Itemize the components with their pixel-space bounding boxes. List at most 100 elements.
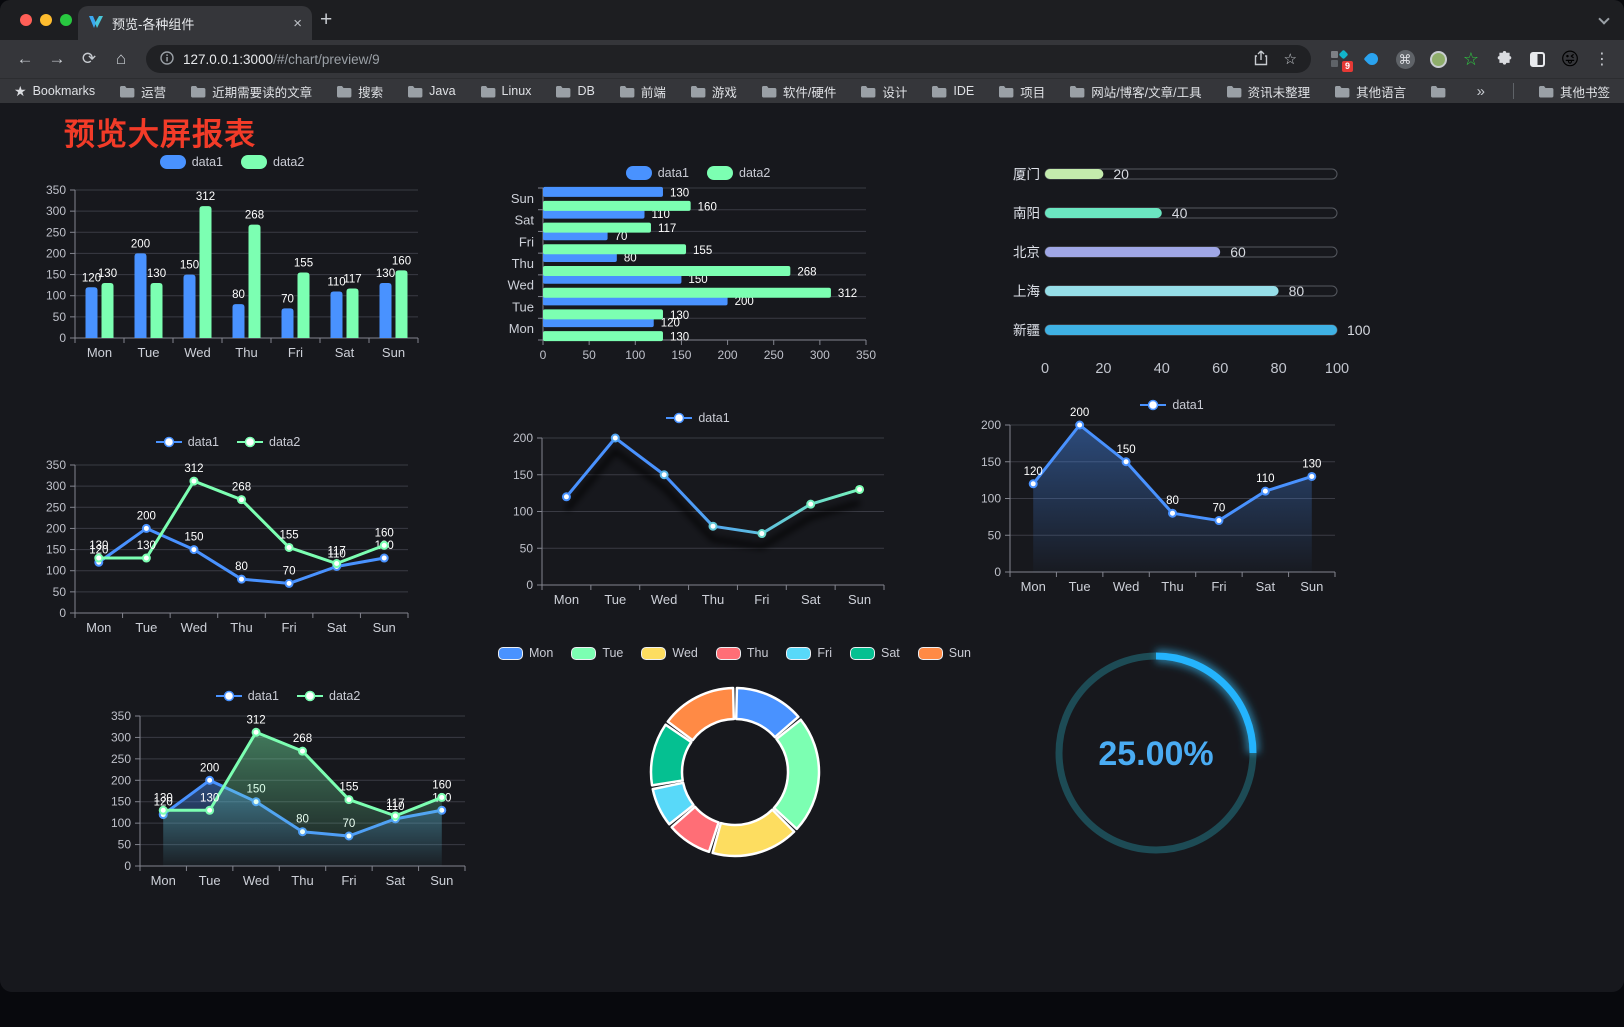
svg-text:350: 350 <box>856 348 876 362</box>
svg-text:Tue: Tue <box>135 620 157 635</box>
svg-text:Wed: Wed <box>651 592 678 607</box>
legend-item[interactable]: data1 <box>666 411 730 425</box>
grouped-bar-chart: data1 data2 0 50 100 150 200 250 300 350 Mon Tue Wed… <box>32 145 432 385</box>
bookmark-folder[interactable]: 近期需要读的文章 <box>190 82 312 101</box>
svg-text:312: 312 <box>838 288 857 300</box>
address-bar[interactable]: 127.0.0.1:3000/#/chart/preview/9 ☆ <box>146 45 1311 73</box>
svg-text:Fri: Fri <box>754 592 769 607</box>
legend-item[interactable]: data1 <box>159 155 223 169</box>
svg-text:100: 100 <box>46 289 66 303</box>
extensions-area: 9 ⌘ ☆ 😜 <box>1321 48 1588 72</box>
svg-text:Tue: Tue <box>512 299 534 314</box>
bookmark-folder[interactable]: Linux <box>480 82 531 101</box>
legend-item[interactable]: data2 <box>297 689 360 703</box>
close-window-button[interactable] <box>20 14 32 26</box>
legend-item[interactable]: Sat <box>850 646 900 660</box>
svg-text:117: 117 <box>327 546 345 558</box>
bookmark-folder[interactable]: 其他语言 <box>1334 82 1406 101</box>
bookmarks-overflow-chevron[interactable]: » <box>1476 82 1485 100</box>
command-extension-icon[interactable]: ⌘ <box>1395 49 1415 69</box>
window-controls <box>20 14 72 26</box>
profile-avatar-emoji[interactable]: 😜 <box>1560 48 1580 69</box>
svg-text:120: 120 <box>154 797 173 809</box>
legend-item[interactable]: data1 <box>215 689 279 703</box>
svg-text:100: 100 <box>1325 361 1349 377</box>
legend-item[interactable]: Wed <box>641 646 698 660</box>
zoom-window-button[interactable] <box>60 14 72 26</box>
tab-search-chevron-icon[interactable] <box>1598 13 1610 25</box>
svg-text:Wed: Wed <box>184 345 211 360</box>
svg-text:70: 70 <box>283 565 296 577</box>
bookmark-folder[interactable]: 软件/硬件 <box>761 82 836 101</box>
site-info-icon[interactable] <box>160 50 174 68</box>
home-button[interactable]: ⌂ <box>115 49 127 68</box>
other-bookmarks-folder[interactable]: 其他书签 <box>1538 82 1610 101</box>
svg-text:50: 50 <box>520 541 534 555</box>
legend-item[interactable]: data2 <box>707 166 770 180</box>
svg-text:300: 300 <box>111 730 131 744</box>
svg-text:Sun: Sun <box>373 620 396 635</box>
minimize-window-button[interactable] <box>40 14 52 26</box>
svg-text:200: 200 <box>513 431 533 445</box>
svg-text:250: 250 <box>111 752 131 766</box>
svg-text:Thu: Thu <box>1161 579 1183 594</box>
tab-close-icon[interactable]: × <box>293 14 302 32</box>
legend-item[interactable]: data1 <box>155 435 219 449</box>
new-tab-button[interactable]: + <box>320 8 333 31</box>
legend-item[interactable]: data1 <box>1140 398 1204 412</box>
green-dot-extension-icon[interactable] <box>1428 49 1448 69</box>
back-button[interactable]: ← <box>16 49 34 68</box>
bookmark-folder[interactable]: 项目 <box>998 82 1045 101</box>
extensions-puzzle-icon[interactable] <box>1494 49 1514 69</box>
legend-item[interactable]: Mon <box>497 646 553 660</box>
svg-text:268: 268 <box>245 210 264 222</box>
svg-text:50: 50 <box>53 585 67 599</box>
dark-reader-extension-icon[interactable] <box>1527 49 1547 69</box>
legend-item[interactable]: Thu <box>715 646 768 660</box>
blocker-extension-icon[interactable]: 9 <box>1329 49 1353 72</box>
reload-button[interactable]: ⟳ <box>81 49 97 68</box>
bookmark-star-icon[interactable]: ☆ <box>1283 51 1297 68</box>
bookmark-folder[interactable]: Java <box>407 82 456 101</box>
forward-button[interactable]: → <box>48 49 66 68</box>
bookmark-folder[interactable]: 设计 <box>860 82 907 101</box>
svg-text:Sun: Sun <box>430 873 453 888</box>
bookmark-folder[interactable]: 网站/博客/文章/工具 <box>1069 82 1202 101</box>
browser-menu-icon[interactable]: ⋮ <box>1594 51 1610 68</box>
kite-extension-icon[interactable] <box>1362 49 1382 69</box>
svg-text:100: 100 <box>46 564 66 578</box>
legend-item[interactable]: data2 <box>241 155 304 169</box>
svg-text:155: 155 <box>693 245 712 257</box>
legend-item[interactable]: Sun <box>917 646 971 660</box>
bookmark-folder[interactable]: 游戏 <box>690 82 737 101</box>
bookmark-folder[interactable]: 搜索 <box>336 82 383 101</box>
browser-tab[interactable]: 预览-各种组件 × <box>78 6 312 40</box>
svg-text:40: 40 <box>1172 205 1188 221</box>
svg-text:200: 200 <box>200 762 219 774</box>
bookmark-folder[interactable]: DB <box>555 82 595 101</box>
svg-text:Tue: Tue <box>1069 579 1091 594</box>
svg-text:160: 160 <box>392 255 411 267</box>
share-icon[interactable] <box>1254 50 1268 69</box>
green-star-extension-icon[interactable]: ☆ <box>1462 49 1480 69</box>
bookmark-folder[interactable]: IDE <box>931 82 974 101</box>
legend-item[interactable]: data1 <box>625 166 689 180</box>
bookmark-folder[interactable]: 前端 <box>619 82 666 101</box>
bookmark-folder[interactable]: PHP <box>1430 82 1448 101</box>
bookmark-folder[interactable]: 运营 <box>119 82 166 101</box>
svg-text:Sat: Sat <box>514 213 534 228</box>
legend-item[interactable]: Tue <box>571 646 623 660</box>
legend-item[interactable]: Fri <box>786 646 832 660</box>
svg-text:Wed: Wed <box>508 278 535 293</box>
svg-text:Fri: Fri <box>519 234 534 249</box>
svg-text:Thu: Thu <box>702 592 724 607</box>
svg-text:155: 155 <box>279 529 298 541</box>
content-area: 预览大屏报表 data1 data2 0 50 100 150 200 250 300 350 Mo… <box>0 103 1624 992</box>
legend-item[interactable]: data2 <box>237 435 300 449</box>
extension-badge: 9 <box>1341 61 1353 72</box>
svg-text:150: 150 <box>513 468 533 482</box>
bookmarks-root-item[interactable]: ★ Bookmarks <box>14 82 96 99</box>
svg-text:312: 312 <box>184 463 203 475</box>
bookmark-folder[interactable]: 资讯未整理 <box>1226 82 1310 101</box>
svg-text:120: 120 <box>661 318 680 330</box>
